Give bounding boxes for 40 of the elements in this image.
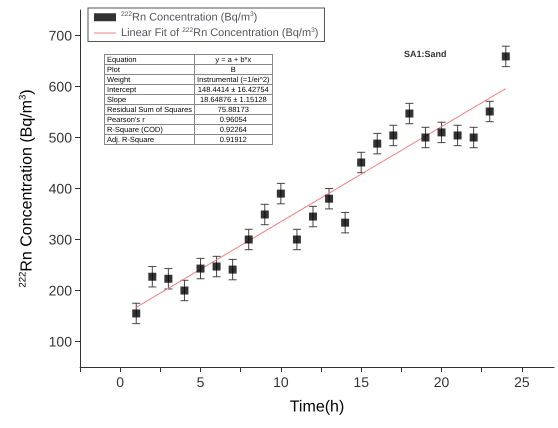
point <box>454 131 462 140</box>
point <box>502 52 510 60</box>
point <box>325 194 334 203</box>
point <box>405 110 414 118</box>
point <box>164 274 172 283</box>
point <box>341 218 350 227</box>
point <box>212 262 221 271</box>
point <box>228 266 237 274</box>
y-axis-title: 222Rn Concentration (Bq/m3) <box>18 89 36 288</box>
point <box>148 272 156 281</box>
point <box>373 140 382 148</box>
point <box>470 134 478 142</box>
y-tick-label: 300 <box>48 232 72 248</box>
point <box>308 212 317 221</box>
point <box>196 264 205 273</box>
x-tick-label: 25 <box>514 374 530 390</box>
y-tick-label: 400 <box>48 180 72 196</box>
point <box>292 236 301 244</box>
point <box>421 134 430 142</box>
x-tick-label: 10 <box>273 374 289 390</box>
point <box>180 286 188 294</box>
x-tick-label: 20 <box>434 374 450 390</box>
point <box>389 131 398 140</box>
point <box>260 210 269 219</box>
y-tick-label: 100 <box>48 334 72 350</box>
point <box>244 236 253 244</box>
x-tick-label: 0 <box>116 374 124 390</box>
point <box>438 128 446 136</box>
y-tick-label: 200 <box>48 282 72 298</box>
y-tick-label: 600 <box>48 78 72 94</box>
y-tick-label: 500 <box>48 130 72 146</box>
annotation: SA1:Sand <box>404 49 447 59</box>
y-tick-label: 700 <box>48 28 72 44</box>
x-tick-label: 15 <box>353 374 370 390</box>
point <box>486 107 494 116</box>
x-axis-title: Time(h) <box>290 398 344 416</box>
point <box>357 158 366 166</box>
point <box>276 190 285 198</box>
point <box>132 309 140 318</box>
x-tick-label: 5 <box>196 374 205 390</box>
